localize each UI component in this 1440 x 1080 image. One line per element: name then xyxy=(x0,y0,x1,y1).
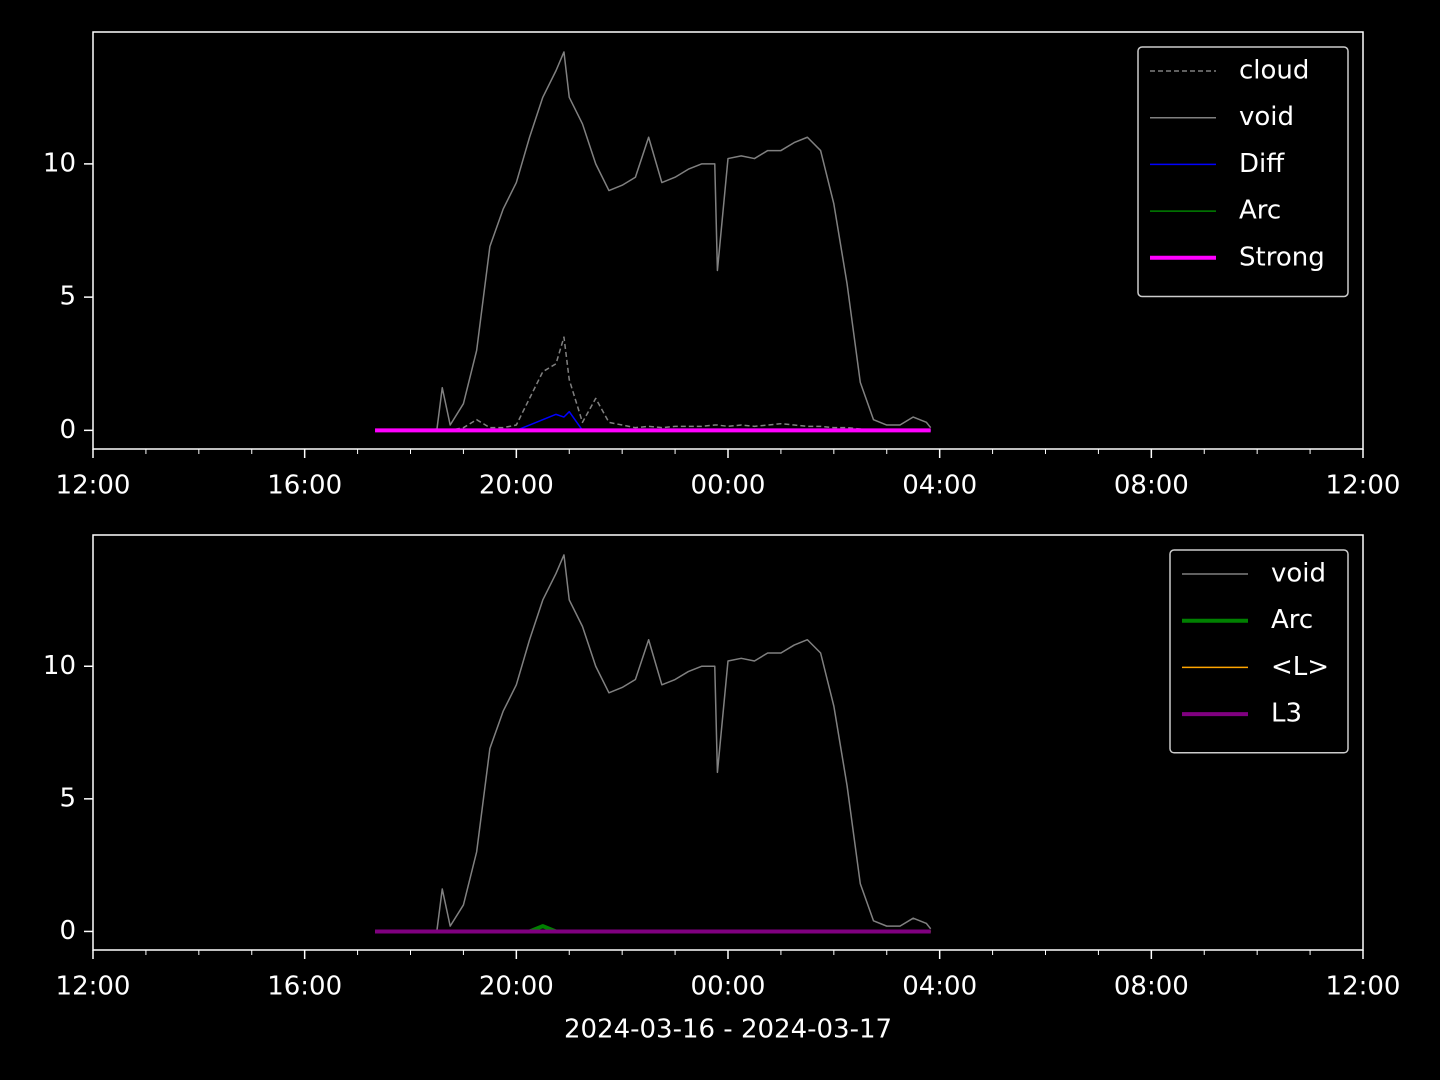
legend-label: L3 xyxy=(1271,699,1302,729)
legend-label: Arc xyxy=(1239,196,1281,226)
legend-label: Strong xyxy=(1239,242,1325,272)
series-line xyxy=(375,554,932,933)
series-line xyxy=(375,51,932,432)
legend-label: Arc xyxy=(1271,605,1313,635)
x-tick-label: 12:00 xyxy=(1326,471,1401,501)
y-tick-label: 10 xyxy=(43,148,76,178)
y-tick-label: 0 xyxy=(59,916,76,946)
legend-label: <L> xyxy=(1271,652,1329,682)
plot-area xyxy=(375,51,932,433)
legend-box xyxy=(1137,46,1349,298)
x-tick-label: 08:00 xyxy=(1114,471,1189,501)
x-tick-label: 08:00 xyxy=(1114,972,1189,1002)
legend-label: cloud xyxy=(1239,56,1309,86)
y-tick-label: 5 xyxy=(59,282,76,312)
x-tick-label: 20:00 xyxy=(479,972,554,1002)
x-tick-label: 04:00 xyxy=(902,471,977,501)
y-tick-label: 5 xyxy=(59,783,76,813)
x-axis-label: 2024-03-16 - 2024-03-17 xyxy=(564,1015,892,1045)
x-tick-label: 16:00 xyxy=(267,471,342,501)
x-tick-label: 00:00 xyxy=(691,471,766,501)
y-tick-label: 10 xyxy=(43,651,76,681)
legend-label: void xyxy=(1271,559,1326,589)
plot-area xyxy=(375,554,932,934)
y-tick-label: 0 xyxy=(59,415,76,445)
legend-label: void xyxy=(1239,102,1294,132)
x-tick-label: 16:00 xyxy=(267,972,342,1002)
x-tick-label: 04:00 xyxy=(902,972,977,1002)
legend: void Arc <L> L3 xyxy=(1169,549,1349,754)
legend-label: Diff xyxy=(1239,149,1285,179)
legend-box xyxy=(1169,549,1349,754)
x-tick-label: 12:00 xyxy=(56,471,131,501)
x-tick-label: 12:00 xyxy=(1326,972,1401,1002)
legend: cloud void Diff Arc Strong xyxy=(1137,46,1349,298)
x-tick-label: 00:00 xyxy=(691,972,766,1002)
x-tick-label: 20:00 xyxy=(479,471,554,501)
x-tick-label: 12:00 xyxy=(56,972,131,1002)
